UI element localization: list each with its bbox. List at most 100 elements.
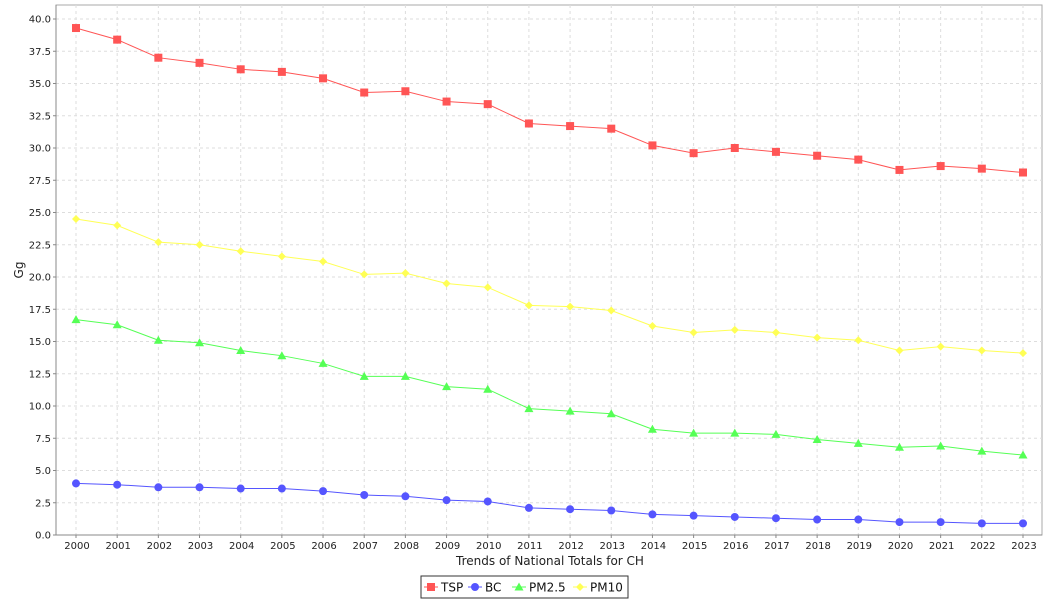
y-tick-label: 2.5	[35, 498, 51, 509]
series-group	[71, 24, 1028, 528]
data-point-tsp	[442, 97, 451, 106]
data-point-bc	[360, 491, 369, 500]
data-point-pm25	[277, 351, 287, 360]
x-tick-label: 2020	[888, 541, 913, 552]
data-point-bc	[524, 503, 533, 512]
legend-label: PM10	[590, 581, 623, 595]
y-axis: 0.0 2.5 5.0 7.5 10.0 12.5 15.0 17.5 20.0 22.5 25.0…	[29, 15, 56, 542]
series-tsp	[72, 24, 1027, 177]
x-tick-label: 2023	[1011, 541, 1036, 552]
data-point-tsp	[854, 155, 863, 164]
data-point-bc	[277, 484, 286, 493]
data-point-pm10	[689, 328, 698, 337]
data-point-tsp	[277, 67, 286, 76]
y-tick-label: 12.5	[29, 369, 51, 380]
data-point-pm25	[977, 446, 987, 455]
data-point-pm25	[483, 384, 493, 393]
data-point-tsp	[689, 149, 698, 158]
legend-label: BC	[485, 581, 501, 595]
legend-label: TSP	[440, 581, 463, 595]
data-point-tsp	[154, 53, 163, 62]
data-point-pm25	[771, 429, 781, 438]
x-tick-label: 2012	[558, 541, 583, 552]
data-point-pm10	[730, 325, 739, 334]
data-point-pm10	[72, 214, 80, 223]
plot-area	[55, 4, 1043, 536]
data-point-pm25	[565, 406, 575, 415]
y-tick-label: 5.0	[35, 466, 51, 477]
data-point-tsp	[236, 65, 245, 74]
x-tick-label: 2022	[970, 541, 995, 552]
x-tick-label: 2017	[764, 541, 789, 552]
data-point-bc	[113, 480, 122, 489]
data-point-tsp	[113, 35, 122, 44]
data-point-tsp	[1019, 168, 1027, 177]
x-tick-label: 2013	[600, 541, 625, 552]
legend-marker-pm25	[514, 582, 524, 591]
data-point-pm10	[154, 238, 163, 247]
data-point-pm25	[1018, 450, 1028, 459]
data-point-tsp	[895, 165, 904, 174]
series-line-pm10	[75, 218, 1024, 354]
data-point-bc	[977, 519, 986, 528]
data-point-pm10	[442, 279, 451, 288]
data-point-bc	[442, 496, 451, 505]
data-point-tsp	[936, 162, 945, 171]
data-point-bc	[236, 484, 245, 493]
y-tick-label: 40.0	[29, 15, 51, 26]
x-axis-label: Trends of National Totals for CH	[455, 554, 644, 568]
data-point-bc	[401, 492, 410, 501]
data-point-pm25	[112, 320, 122, 329]
x-tick-label: 2010	[476, 541, 501, 552]
x-axis: 2000 2001 2002 2003 2004 2005 2006 2007 2008 2009…	[64, 535, 1037, 552]
x-tick-label: 2002	[147, 541, 172, 552]
x-tick-label: 2011	[517, 541, 542, 552]
data-point-tsp	[771, 147, 780, 156]
data-point-tsp	[401, 87, 410, 96]
data-point-pm10	[360, 270, 369, 279]
data-point-tsp	[566, 122, 575, 131]
data-point-pm10	[771, 328, 780, 337]
data-point-bc	[483, 497, 492, 506]
data-point-pm25	[689, 428, 699, 437]
data-point-pm10	[566, 302, 575, 311]
y-tick-label: 27.5	[29, 176, 51, 187]
data-point-pm25	[236, 346, 246, 355]
data-point-pm25	[606, 409, 616, 418]
x-tick-label: 2000	[64, 541, 89, 552]
data-point-pm25	[359, 371, 369, 380]
data-point-pm25	[853, 438, 863, 447]
x-tick-label: 2007	[352, 541, 377, 552]
data-point-tsp	[648, 141, 657, 150]
y-tick-label: 20.0	[29, 273, 51, 284]
data-point-tsp	[195, 58, 204, 67]
x-tick-label: 2018	[805, 541, 830, 552]
data-point-pm10	[1019, 349, 1027, 358]
data-point-pm10	[524, 301, 533, 310]
data-point-bc	[1019, 519, 1027, 528]
data-point-pm10	[854, 336, 863, 345]
x-tick-label: 2009	[435, 541, 460, 552]
data-point-bc	[936, 518, 945, 527]
data-point-bc	[72, 479, 80, 488]
data-point-pm10	[813, 333, 822, 342]
data-point-pm25	[894, 442, 904, 451]
data-point-pm10	[607, 306, 616, 315]
data-point-tsp	[813, 151, 822, 160]
legend-marker-pm10	[576, 583, 584, 591]
y-tick-label: 17.5	[29, 305, 51, 316]
x-tick-label: 2004	[229, 541, 254, 552]
y-tick-label: 32.5	[29, 111, 51, 122]
x-tick-label: 2016	[723, 541, 748, 552]
data-point-pm25	[442, 382, 452, 391]
data-point-tsp	[977, 164, 986, 173]
data-point-bc	[154, 483, 163, 492]
legend: TSP BC PM2.5 PM10	[420, 575, 629, 599]
data-point-pm10	[977, 346, 986, 355]
data-point-bc	[854, 515, 863, 524]
x-tick-label: 2003	[188, 541, 213, 552]
x-tick-label: 2021	[929, 541, 954, 552]
data-point-pm10	[236, 247, 245, 256]
y-tick-label: 30.0	[29, 144, 51, 155]
